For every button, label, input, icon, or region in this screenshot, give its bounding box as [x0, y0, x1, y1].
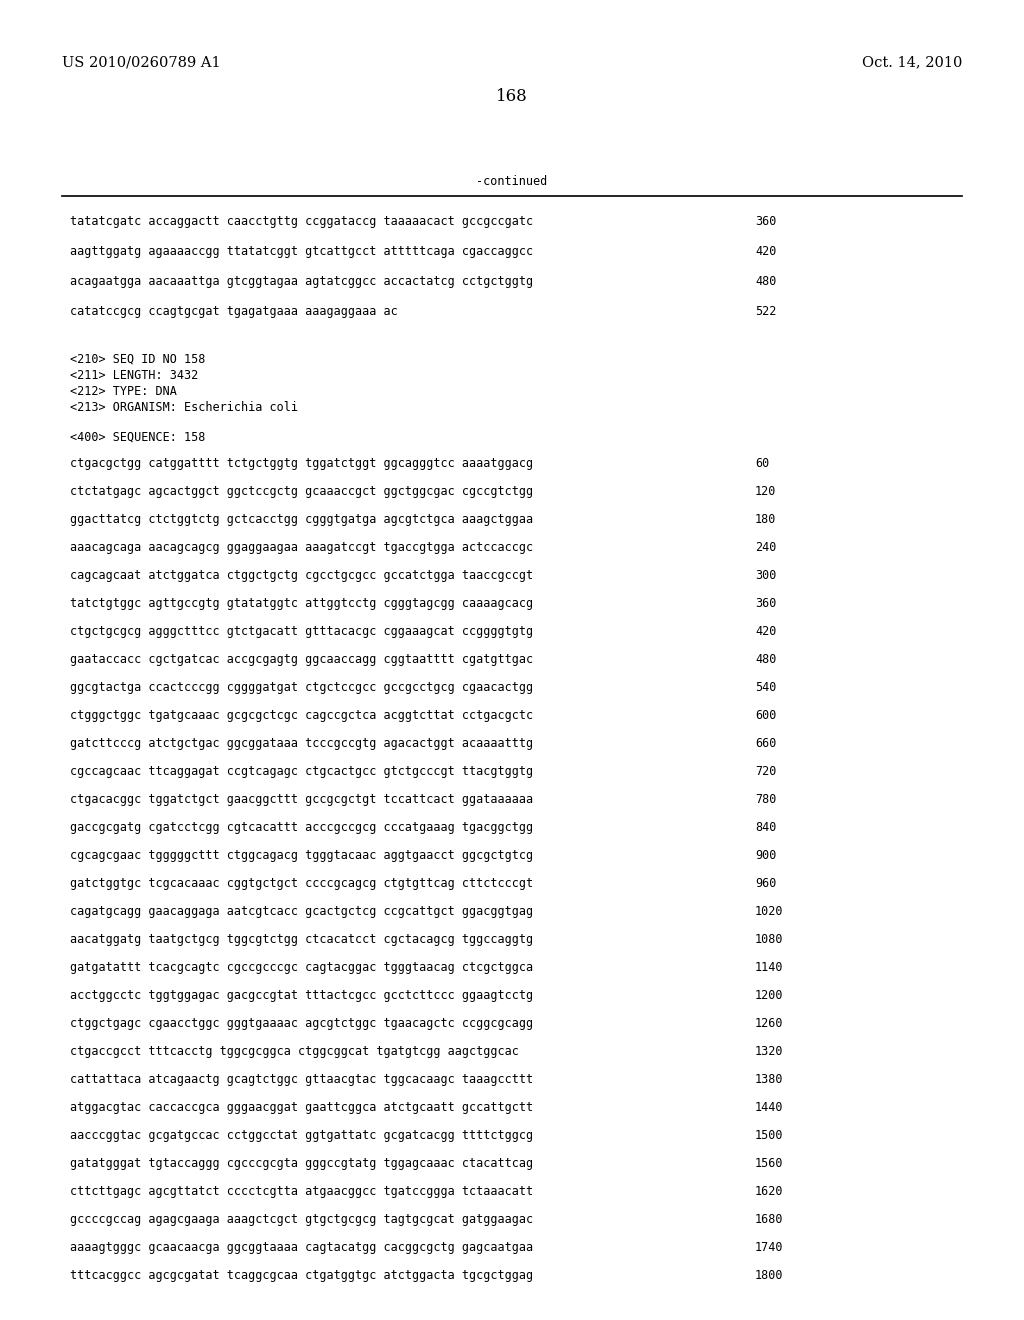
Text: aaacagcaga aacagcagcg ggaggaagaa aaagatccgt tgaccgtgga actccaccgc: aaacagcaga aacagcagcg ggaggaagaa aaagatc…	[70, 541, 534, 554]
Text: 120: 120	[755, 484, 776, 498]
Text: cagatgcagg gaacaggaga aatcgtcacc gcactgctcg ccgcattgct ggacggtgag: cagatgcagg gaacaggaga aatcgtcacc gcactgc…	[70, 906, 534, 917]
Text: acagaatgga aacaaattga gtcggtagaa agtatcggcc accactatcg cctgctggtg: acagaatgga aacaaattga gtcggtagaa agtatcg…	[70, 275, 534, 288]
Text: ctctatgagc agcactggct ggctccgctg gcaaaccgct ggctggcgac cgccgtctgg: ctctatgagc agcactggct ggctccgctg gcaaacc…	[70, 484, 534, 498]
Text: <210> SEQ ID NO 158: <210> SEQ ID NO 158	[70, 352, 206, 366]
Text: 960: 960	[755, 876, 776, 890]
Text: gatctggtgc tcgcacaaac cggtgctgct ccccgcagcg ctgtgttcag cttctcccgt: gatctggtgc tcgcacaaac cggtgctgct ccccgca…	[70, 876, 534, 890]
Text: 522: 522	[755, 305, 776, 318]
Text: 360: 360	[755, 597, 776, 610]
Text: 720: 720	[755, 766, 776, 777]
Text: 168: 168	[496, 88, 528, 106]
Text: tatatcgatc accaggactt caacctgttg ccggataccg taaaaacact gccgccgatc: tatatcgatc accaggactt caacctgttg ccggata…	[70, 215, 534, 228]
Text: 1020: 1020	[755, 906, 783, 917]
Text: 420: 420	[755, 246, 776, 257]
Text: <213> ORGANISM: Escherichia coli: <213> ORGANISM: Escherichia coli	[70, 401, 298, 414]
Text: 1800: 1800	[755, 1269, 783, 1282]
Text: <211> LENGTH: 3432: <211> LENGTH: 3432	[70, 370, 199, 381]
Text: 780: 780	[755, 793, 776, 807]
Text: cattattaca atcagaactg gcagtctggc gttaacgtac tggcacaagc taaagccttt: cattattaca atcagaactg gcagtctggc gttaacg…	[70, 1073, 534, 1086]
Text: aacatggatg taatgctgcg tggcgtctgg ctcacatcct cgctacagcg tggccaggtg: aacatggatg taatgctgcg tggcgtctgg ctcacat…	[70, 933, 534, 946]
Text: ctgggctggc tgatgcaaac gcgcgctcgc cagccgctca acggtcttat cctgacgctc: ctgggctggc tgatgcaaac gcgcgctcgc cagccgc…	[70, 709, 534, 722]
Text: 240: 240	[755, 541, 776, 554]
Text: aagttggatg agaaaaccgg ttatatcggt gtcattgcct atttttcaga cgaccaggcc: aagttggatg agaaaaccgg ttatatcggt gtcattg…	[70, 246, 534, 257]
Text: 1320: 1320	[755, 1045, 783, 1059]
Text: 1620: 1620	[755, 1185, 783, 1199]
Text: gccccgccag agagcgaaga aaagctcgct gtgctgcgcg tagtgcgcat gatggaagac: gccccgccag agagcgaaga aaagctcgct gtgctgc…	[70, 1213, 534, 1226]
Text: 60: 60	[755, 457, 769, 470]
Text: 1440: 1440	[755, 1101, 783, 1114]
Text: <212> TYPE: DNA: <212> TYPE: DNA	[70, 385, 177, 399]
Text: gatatgggat tgtaccaggg cgcccgcgta gggccgtatg tggagcaaac ctacattcag: gatatgggat tgtaccaggg cgcccgcgta gggccgt…	[70, 1158, 534, 1170]
Text: gaataccacc cgctgatcac accgcgagtg ggcaaccagg cggtaatttt cgatgttgac: gaataccacc cgctgatcac accgcgagtg ggcaacc…	[70, 653, 534, 667]
Text: 1140: 1140	[755, 961, 783, 974]
Text: 480: 480	[755, 653, 776, 667]
Text: -continued: -continued	[476, 176, 548, 187]
Text: acctggcctc tggtggagac gacgccgtat tttactcgcc gcctcttccc ggaagtcctg: acctggcctc tggtggagac gacgccgtat tttactc…	[70, 989, 534, 1002]
Text: gatgatattt tcacgcagtc cgccgcccgc cagtacggac tgggtaacag ctcgctggca: gatgatattt tcacgcagtc cgccgcccgc cagtacg…	[70, 961, 534, 974]
Text: 1260: 1260	[755, 1016, 783, 1030]
Text: cgcagcgaac tgggggcttt ctggcagacg tgggtacaac aggtgaacct ggcgctgtcg: cgcagcgaac tgggggcttt ctggcagacg tgggtac…	[70, 849, 534, 862]
Text: 180: 180	[755, 513, 776, 525]
Text: aaaagtgggc gcaacaacga ggcggtaaaa cagtacatgg cacggcgctg gagcaatgaa: aaaagtgggc gcaacaacga ggcggtaaaa cagtaca…	[70, 1241, 534, 1254]
Text: aacccggtac gcgatgccac cctggcctat ggtgattatc gcgatcacgg ttttctggcg: aacccggtac gcgatgccac cctggcctat ggtgatt…	[70, 1129, 534, 1142]
Text: gatcttcccg atctgctgac ggcggataaa tcccgccgtg agacactggt acaaaatttg: gatcttcccg atctgctgac ggcggataaa tcccgcc…	[70, 737, 534, 750]
Text: ctgctgcgcg agggctttcc gtctgacatt gtttacacgc cggaaagcat ccggggtgtg: ctgctgcgcg agggctttcc gtctgacatt gtttaca…	[70, 624, 534, 638]
Text: cttcttgagc agcgttatct cccctcgtta atgaacggcc tgatccggga tctaaacatt: cttcttgagc agcgttatct cccctcgtta atgaacg…	[70, 1185, 534, 1199]
Text: 900: 900	[755, 849, 776, 862]
Text: cgccagcaac ttcaggagat ccgtcagagc ctgcactgcc gtctgcccgt ttacgtggtg: cgccagcaac ttcaggagat ccgtcagagc ctgcact…	[70, 766, 534, 777]
Text: tatctgtggc agttgccgtg gtatatggtc attggtcctg cgggtagcgg caaaagcacg: tatctgtggc agttgccgtg gtatatggtc attggtc…	[70, 597, 534, 610]
Text: ggacttatcg ctctggtctg gctcacctgg cgggtgatga agcgtctgca aaagctggaa: ggacttatcg ctctggtctg gctcacctgg cgggtga…	[70, 513, 534, 525]
Text: 1200: 1200	[755, 989, 783, 1002]
Text: 360: 360	[755, 215, 776, 228]
Text: 1380: 1380	[755, 1073, 783, 1086]
Text: <400> SEQUENCE: 158: <400> SEQUENCE: 158	[70, 432, 206, 444]
Text: 540: 540	[755, 681, 776, 694]
Text: ctgaccgcct tttcacctg tggcgcggca ctggcggcat tgatgtcgg aagctggcac: ctgaccgcct tttcacctg tggcgcggca ctggcggc…	[70, 1045, 519, 1059]
Text: ctgacacggc tggatctgct gaacggcttt gccgcgctgt tccattcact ggataaaaaa: ctgacacggc tggatctgct gaacggcttt gccgcgc…	[70, 793, 534, 807]
Text: tttcacggcc agcgcgatat tcaggcgcaa ctgatggtgc atctggacta tgcgctggag: tttcacggcc agcgcgatat tcaggcgcaa ctgatgg…	[70, 1269, 534, 1282]
Text: 1680: 1680	[755, 1213, 783, 1226]
Text: 840: 840	[755, 821, 776, 834]
Text: 660: 660	[755, 737, 776, 750]
Text: gaccgcgatg cgatcctcgg cgtcacattt acccgccgcg cccatgaaag tgacggctgg: gaccgcgatg cgatcctcgg cgtcacattt acccgcc…	[70, 821, 534, 834]
Text: atggacgtac caccaccgca gggaacggat gaattcggca atctgcaatt gccattgctt: atggacgtac caccaccgca gggaacggat gaattcg…	[70, 1101, 534, 1114]
Text: 1080: 1080	[755, 933, 783, 946]
Text: catatccgcg ccagtgcgat tgagatgaaa aaagaggaaa ac: catatccgcg ccagtgcgat tgagatgaaa aaagagg…	[70, 305, 397, 318]
Text: Oct. 14, 2010: Oct. 14, 2010	[861, 55, 962, 69]
Text: 480: 480	[755, 275, 776, 288]
Text: 1500: 1500	[755, 1129, 783, 1142]
Text: ggcgtactga ccactcccgg cggggatgat ctgctccgcc gccgcctgcg cgaacactgg: ggcgtactga ccactcccgg cggggatgat ctgctcc…	[70, 681, 534, 694]
Text: cagcagcaat atctggatca ctggctgctg cgcctgcgcc gccatctgga taaccgccgt: cagcagcaat atctggatca ctggctgctg cgcctgc…	[70, 569, 534, 582]
Text: 300: 300	[755, 569, 776, 582]
Text: 1560: 1560	[755, 1158, 783, 1170]
Text: 600: 600	[755, 709, 776, 722]
Text: ctggctgagc cgaacctggc gggtgaaaac agcgtctggc tgaacagctc ccggcgcagg: ctggctgagc cgaacctggc gggtgaaaac agcgtct…	[70, 1016, 534, 1030]
Text: 1740: 1740	[755, 1241, 783, 1254]
Text: US 2010/0260789 A1: US 2010/0260789 A1	[62, 55, 220, 69]
Text: ctgacgctgg catggatttt tctgctggtg tggatctggt ggcagggtcc aaaatggacg: ctgacgctgg catggatttt tctgctggtg tggatct…	[70, 457, 534, 470]
Text: 420: 420	[755, 624, 776, 638]
